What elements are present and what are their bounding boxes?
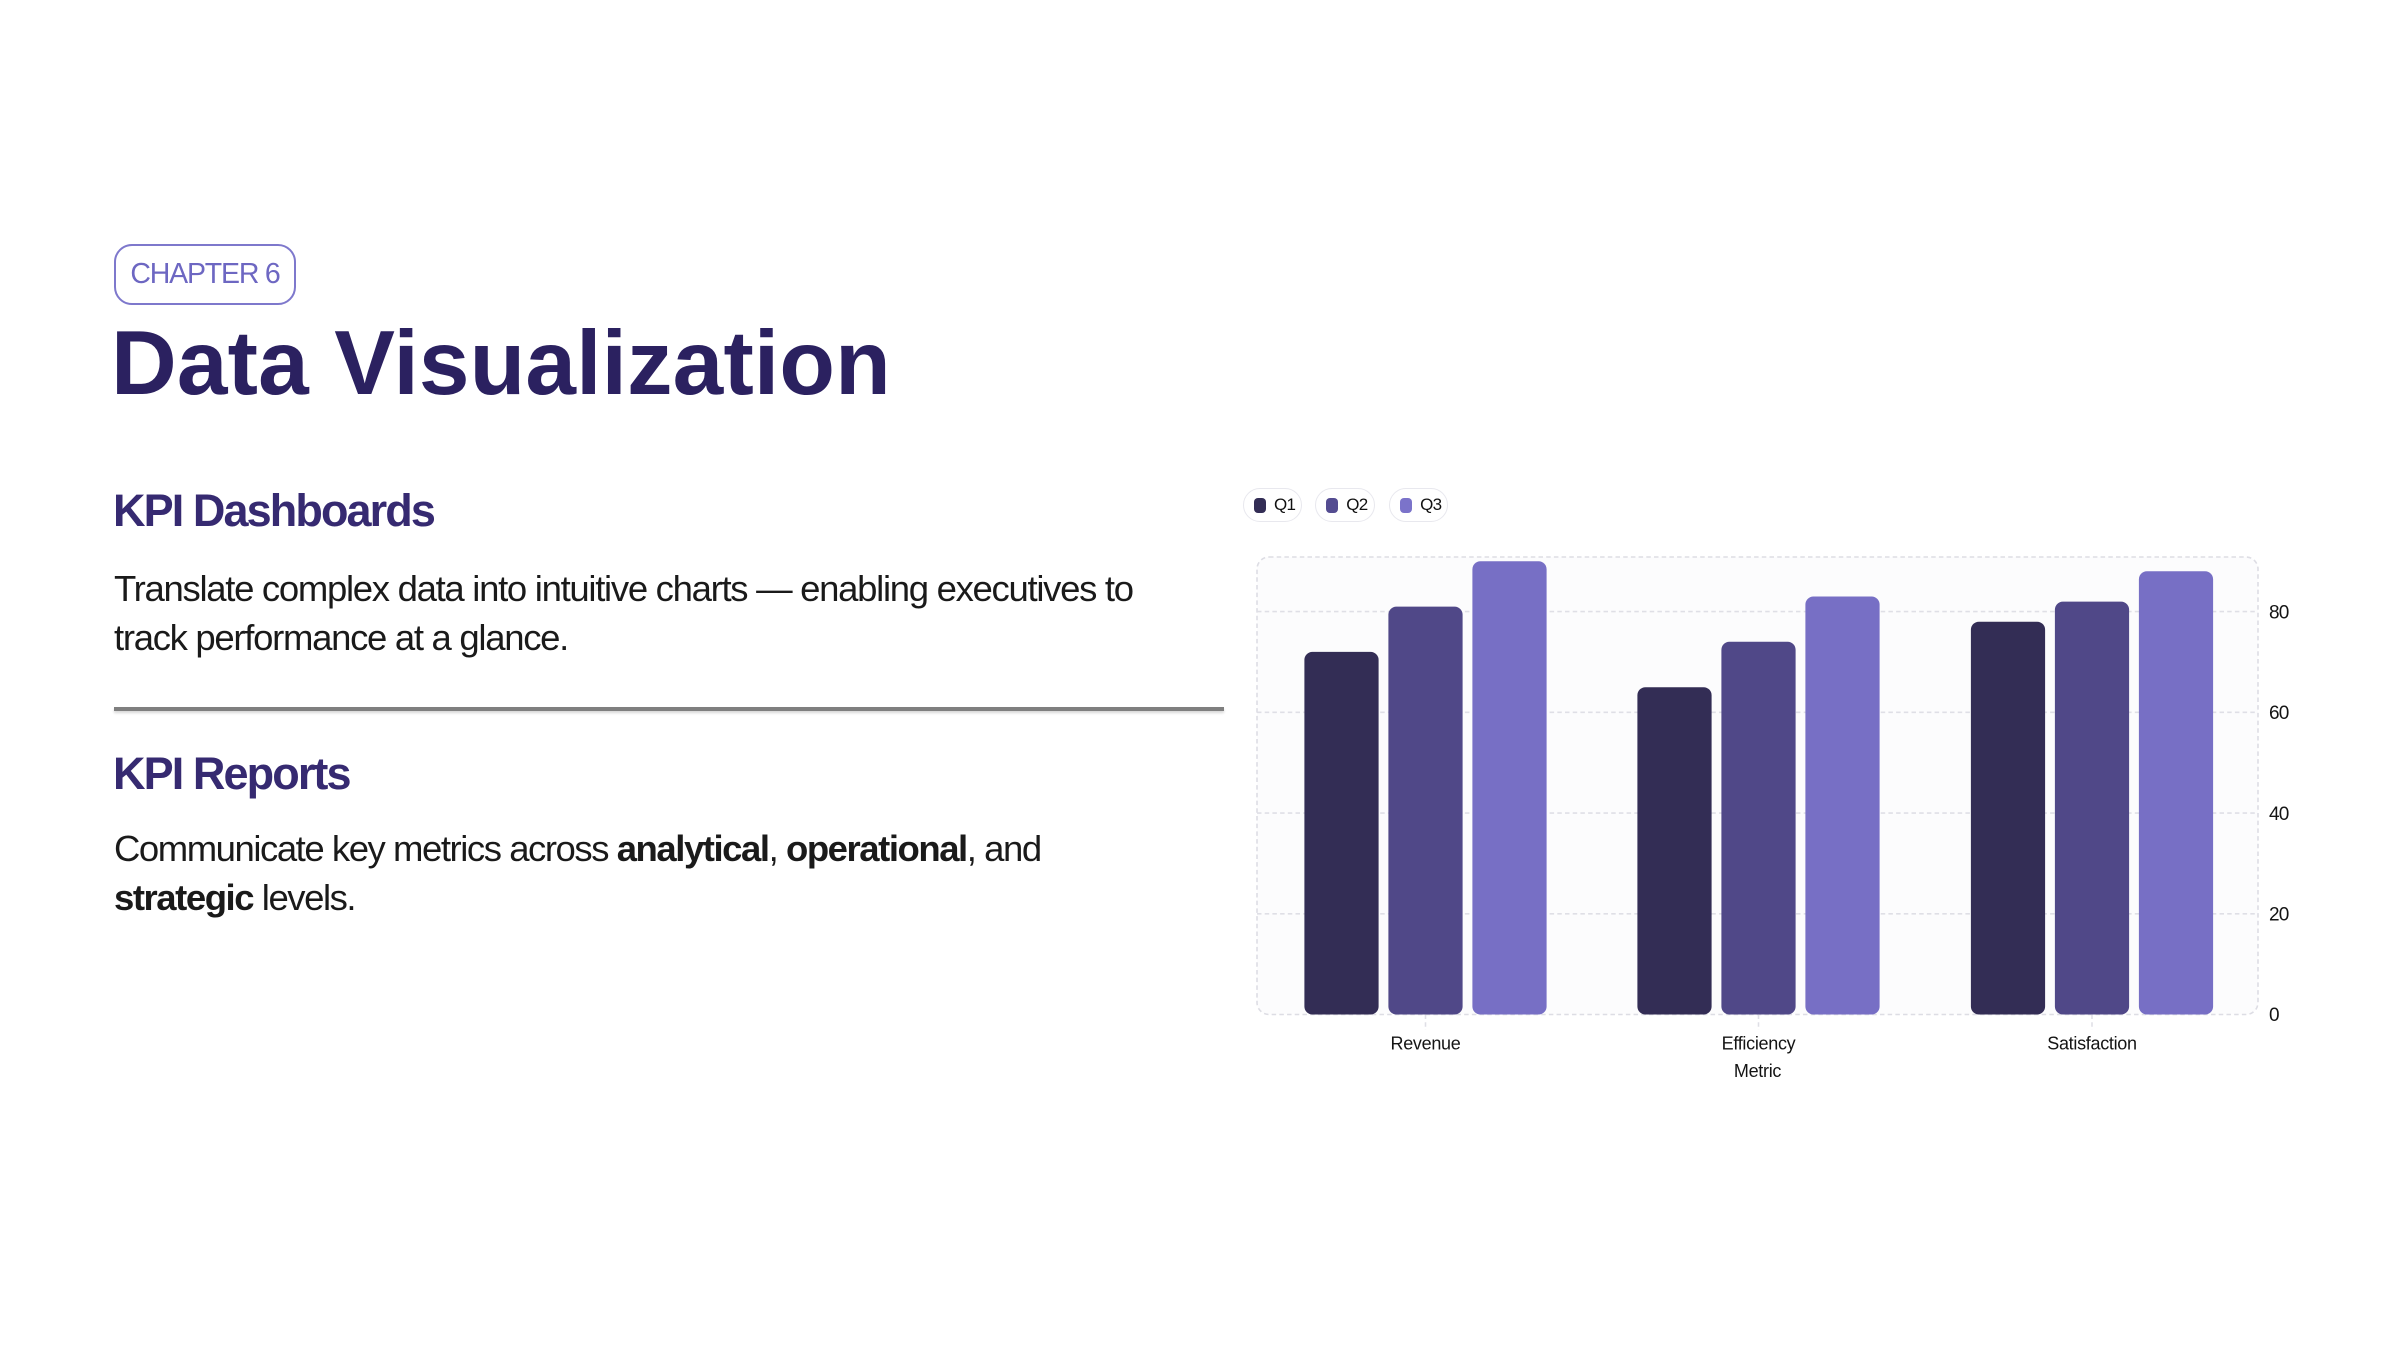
svg-text:Efficiency: Efficiency — [1722, 1033, 1796, 1053]
svg-text:40: 40 — [2269, 804, 2289, 825]
svg-text:Revenue: Revenue — [1391, 1033, 1461, 1053]
svg-text:Satisfaction: Satisfaction — [2047, 1033, 2136, 1053]
svg-text:80: 80 — [2269, 602, 2289, 623]
svg-text:0: 0 — [2269, 1005, 2279, 1026]
svg-text:60: 60 — [2269, 703, 2289, 724]
svg-text:20: 20 — [2269, 905, 2289, 926]
svg-text:Metric: Metric — [1734, 1061, 1781, 1081]
